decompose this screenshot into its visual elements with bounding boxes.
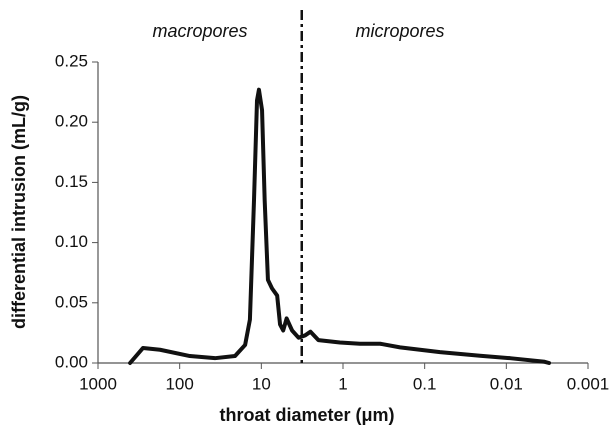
annotation: micropores [355,21,444,41]
y-tick-label: 0.00 [55,352,88,371]
x-axis-title: throat diameter (μm) [219,405,394,425]
x-tick-label: 1 [338,374,347,393]
y-tick-label: 0.15 [55,172,88,191]
x-tick-label: 1000 [79,374,117,393]
y-tick-label: 0.25 [55,51,88,70]
y-tick-label: 0.10 [55,232,88,251]
annotation: macropores [152,21,247,41]
y-tick-label: 0.20 [55,112,88,131]
y-tick-label: 0.05 [55,292,88,311]
data-line [128,87,552,365]
x-tick-label: 0.001 [567,374,610,393]
y-axis-title: differential intrusion (mL/g) [9,95,29,329]
x-tick-label: 10 [252,374,271,393]
x-tick-label: 0.01 [490,374,523,393]
x-tick-label: 100 [165,374,193,393]
x-tick-label: 0.1 [413,374,437,393]
